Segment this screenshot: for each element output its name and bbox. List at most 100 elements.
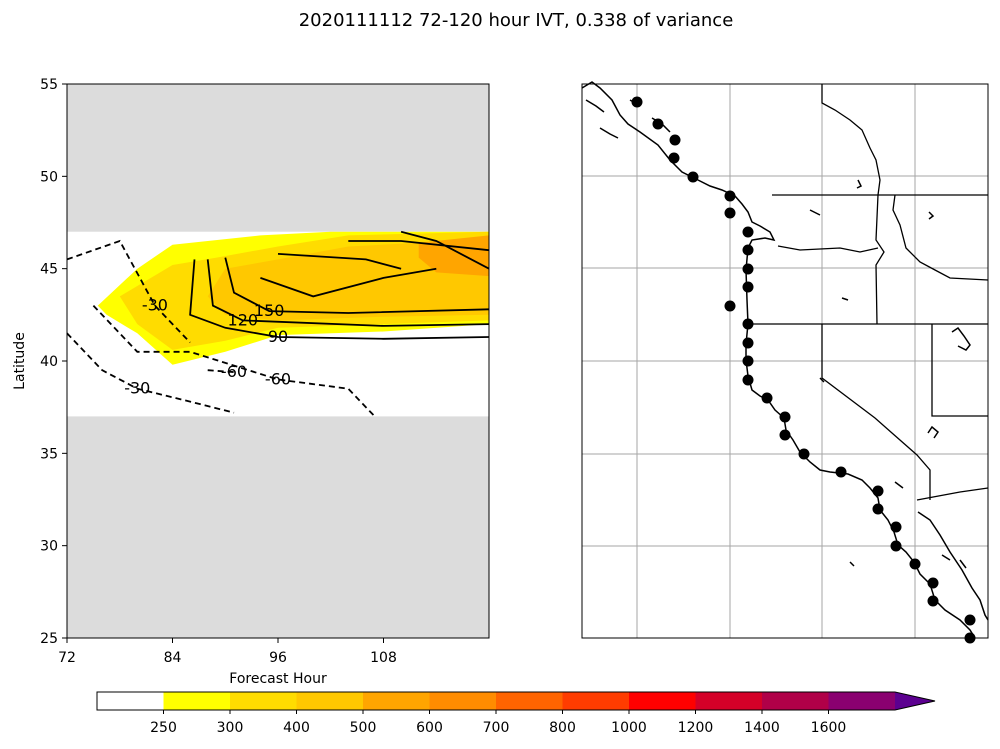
station-point: [964, 614, 976, 626]
state-borders: [748, 84, 989, 501]
contour-line-8: [277, 253, 402, 270]
contour-line-7: [260, 267, 437, 298]
station-point: [909, 558, 921, 570]
contour-label: 150: [254, 301, 285, 320]
station-point: [835, 466, 847, 478]
colorbar-tick-label: 1600: [811, 720, 847, 736]
station-point: [668, 152, 680, 164]
map-frame: [581, 83, 989, 639]
colorbar-segments: [97, 692, 935, 710]
station-point: [872, 503, 884, 515]
colorbar-tick-label: 1200: [678, 720, 714, 736]
contour-label: 90: [268, 327, 288, 346]
station-point: [742, 374, 754, 386]
x-tick-label: 108: [370, 650, 397, 666]
contour-line-5: [206, 259, 490, 327]
y-tick-label: 40: [40, 354, 58, 370]
colorbar-tick-label: 500: [350, 720, 377, 736]
colorbar: 250 300 400 500 600 700 800 1000 1200 1400 1600: [96, 691, 936, 736]
station-point: [652, 118, 664, 130]
contour-line-10: [400, 230, 490, 270]
station-point: [724, 300, 736, 312]
colorbar-segment: [828, 692, 896, 710]
station-points: [631, 96, 976, 644]
x-ticks: 72 84 96 108: [58, 638, 397, 666]
colorbar-segment: [496, 692, 563, 710]
contour-line-0: [66, 239, 191, 344]
y-axis-label: Latitude: [12, 332, 28, 390]
colorbar-tick-label: 1400: [744, 720, 780, 736]
x-tick-label: 84: [164, 650, 182, 666]
station-point: [669, 134, 681, 146]
contour-line-2: [92, 304, 376, 418]
colorbar-extend-arrow: [895, 692, 935, 710]
station-point: [872, 485, 884, 497]
contour-label: -30: [142, 296, 168, 315]
contour-line-1: [66, 332, 235, 414]
station-point: [779, 429, 791, 441]
station-point: [761, 392, 773, 404]
fill-region-400: [207, 239, 489, 321]
station-point: [890, 540, 902, 552]
colorbar-tick-label: 800: [549, 720, 576, 736]
map-panel: [581, 81, 989, 644]
y-tick-label: 35: [40, 446, 58, 462]
contour-line-4: [189, 259, 490, 340]
station-point: [927, 595, 939, 607]
station-point: [779, 411, 791, 423]
station-point: [742, 318, 754, 330]
contour-lines: [66, 230, 490, 418]
station-point: [742, 226, 754, 238]
colorbar-tick-label: 1000: [611, 720, 647, 736]
colorbar-segment: [695, 692, 763, 710]
station-point: [742, 263, 754, 275]
y-tick-label: 25: [40, 631, 58, 647]
station-point: [742, 355, 754, 367]
colorbar-tick-label: 300: [217, 720, 244, 736]
y-tick-label: 45: [40, 262, 58, 278]
colorbar-tick-label: 600: [416, 720, 443, 736]
contour-label: -60: [265, 370, 291, 389]
colorbar-segment: [230, 692, 297, 710]
station-point: [724, 207, 736, 219]
colorbar-segment: [629, 692, 696, 710]
station-point: [890, 521, 902, 533]
contour-label: -60: [221, 362, 247, 381]
map-gridlines: [582, 84, 988, 638]
colorbar-ticks: 250 300 400 500 600 700 800 1000 1200 1400 1600: [150, 710, 846, 736]
colorbar-segment: [97, 692, 164, 710]
x-axis-label: Forecast Hour: [229, 671, 327, 687]
contour-line-3: [207, 369, 235, 373]
y-ticks: 25 30 35 40 45 50 55: [40, 77, 67, 647]
colorbar-segment: [762, 692, 829, 710]
y-tick-label: 55: [40, 77, 58, 93]
station-point: [798, 448, 810, 460]
y-tick-label: 50: [40, 169, 58, 185]
station-point: [687, 171, 699, 183]
station-point: [927, 577, 939, 589]
contour-line-6: [224, 257, 490, 314]
station-point: [631, 96, 643, 108]
colorbar-segment: [429, 692, 497, 710]
station-point: [724, 190, 736, 202]
station-point: [742, 244, 754, 256]
colorbar-segment: [562, 692, 630, 710]
y-tick-label: 30: [40, 539, 58, 555]
colorbar-frame: [96, 691, 936, 711]
x-tick-label: 72: [58, 650, 76, 666]
contour-line-9: [348, 240, 490, 252]
station-point: [742, 337, 754, 349]
colorbar-tick-label: 400: [283, 720, 310, 736]
colorbar-segment: [363, 692, 430, 710]
colorbar-segment: [296, 692, 364, 710]
contour-label: -30: [124, 379, 150, 398]
contour-label: 120: [228, 310, 259, 329]
x-tick-label: 96: [269, 650, 287, 666]
figure-title: 2020111112 72-120 hour IVT, 0.338 of var…: [299, 10, 734, 31]
colorbar-tick-label: 250: [150, 720, 177, 736]
station-point: [742, 281, 754, 293]
colorbar-segment: [163, 692, 231, 710]
